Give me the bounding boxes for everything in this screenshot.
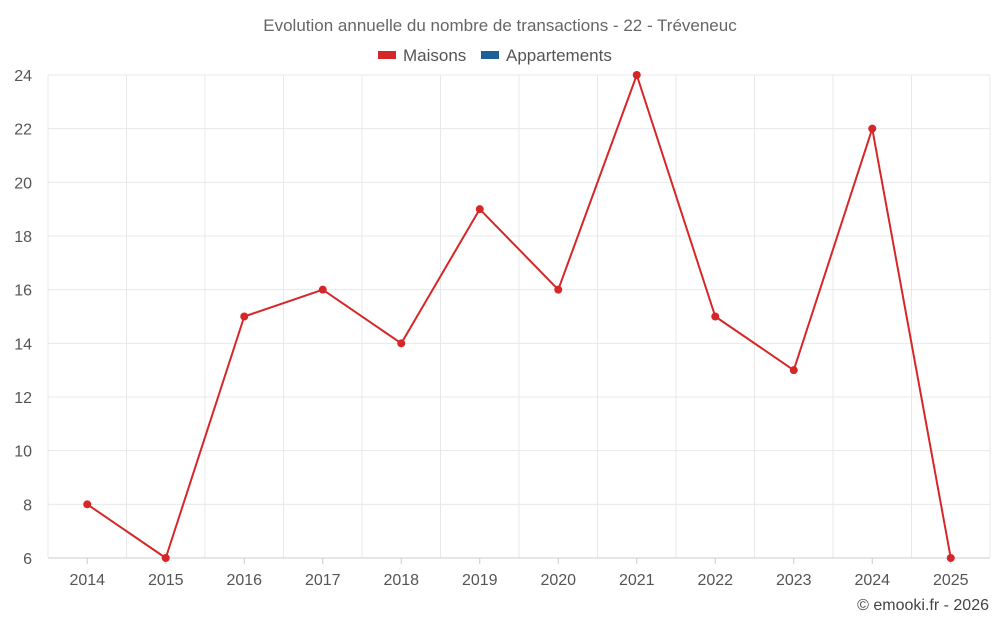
- chart-title: Evolution annuelle du nombre de transact…: [263, 16, 737, 35]
- legend-swatch-appartements: [481, 51, 499, 59]
- x-tick-label: 2016: [226, 572, 262, 589]
- x-tick-label: 2023: [776, 572, 812, 589]
- legend-label-appartements: Appartements: [506, 46, 612, 65]
- y-tick-label: 12: [14, 390, 32, 407]
- x-tick-label: 2017: [305, 572, 341, 589]
- y-tick-label: 6: [23, 551, 32, 568]
- legend-label-maisons: Maisons: [403, 46, 466, 65]
- data-point[interactable]: [240, 312, 249, 321]
- y-tick-label: 24: [14, 68, 32, 85]
- x-tick-label: 2020: [540, 572, 576, 589]
- data-point[interactable]: [711, 312, 720, 321]
- legend-item-maisons[interactable]: Maisons: [378, 46, 466, 65]
- x-tick-label: 2025: [933, 572, 969, 589]
- grid: [47, 74, 991, 559]
- y-tick-label: 14: [14, 336, 32, 353]
- x-axis-ticks: 2014 2015 2016 2017 2018 2019 2020 2021 2022 2023…: [69, 558, 969, 589]
- credit-text: © emooki.fr - 2026: [857, 597, 989, 614]
- x-tick-label: 2018: [383, 572, 419, 589]
- x-tick-label: 2019: [462, 572, 498, 589]
- x-tick-label: 2015: [148, 572, 184, 589]
- series-line-maisons: [86, 74, 952, 559]
- data-point[interactable]: [868, 124, 877, 133]
- x-tick-label: 2014: [69, 572, 105, 589]
- y-axis-ticks: 6 8 10 12 14 16 18 20 22 24: [14, 68, 32, 568]
- data-point[interactable]: [554, 285, 563, 294]
- y-tick-label: 8: [23, 497, 32, 514]
- data-point[interactable]: [83, 500, 92, 509]
- data-point[interactable]: [632, 71, 641, 79]
- data-point[interactable]: [789, 366, 798, 375]
- series-maisons: [83, 71, 955, 562]
- y-tick-label: 10: [14, 444, 32, 461]
- data-point[interactable]: [397, 339, 406, 348]
- y-tick-label: 18: [14, 229, 32, 246]
- y-tick-label: 16: [14, 283, 32, 300]
- y-tick-label: 20: [14, 175, 32, 192]
- legend: Maisons Appartements: [378, 46, 612, 65]
- legend-swatch-maisons: [378, 51, 396, 59]
- x-tick-label: 2021: [619, 572, 655, 589]
- legend-item-appartements[interactable]: Appartements: [481, 46, 612, 65]
- x-tick-label: 2022: [697, 572, 733, 589]
- data-point[interactable]: [161, 554, 170, 562]
- y-tick-label: 22: [14, 122, 32, 139]
- data-point[interactable]: [946, 554, 955, 562]
- data-point[interactable]: [475, 205, 484, 214]
- x-tick-label: 2024: [854, 572, 890, 589]
- data-point[interactable]: [318, 285, 327, 294]
